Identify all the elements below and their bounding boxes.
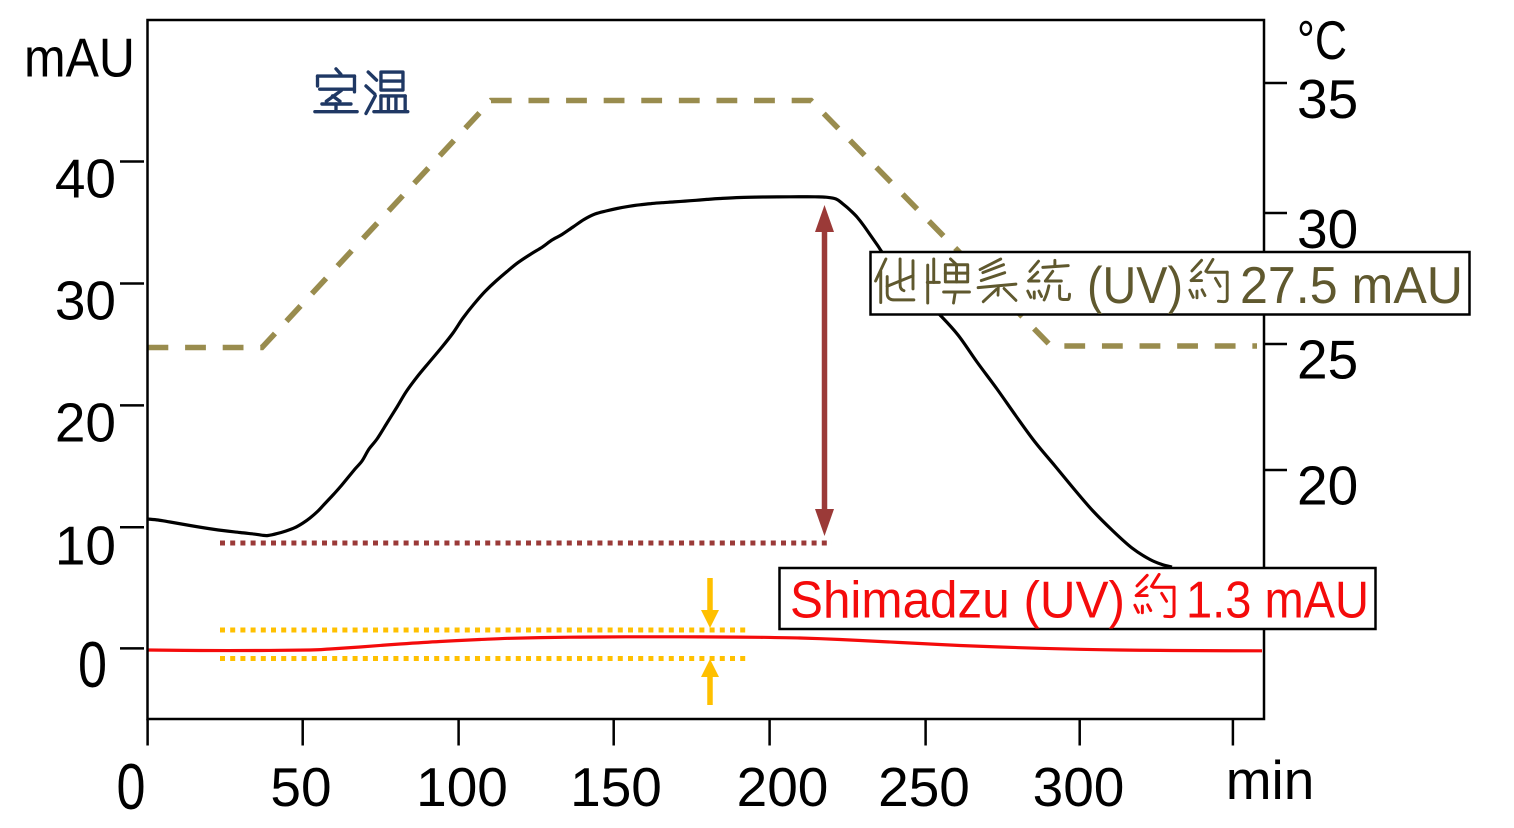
svg-text:30: 30 (55, 270, 116, 332)
svg-text:10: 10 (55, 515, 116, 577)
svg-text:min: min (1226, 749, 1315, 811)
svg-text:Shimadzu (UV): Shimadzu (UV) (790, 572, 1125, 630)
svg-text:(UV): (UV) (1087, 257, 1183, 315)
svg-text:150: 150 (570, 756, 662, 818)
svg-text:20: 20 (55, 392, 116, 454)
svg-text:200: 200 (737, 756, 829, 818)
svg-text:40: 40 (55, 148, 116, 210)
svg-text:35: 35 (1297, 68, 1358, 130)
svg-text:27.5 mAU: 27.5 mAU (1240, 257, 1463, 315)
svg-text:20: 20 (1297, 455, 1358, 517)
svg-text:50: 50 (270, 756, 331, 818)
svg-text:250: 250 (878, 756, 970, 818)
svg-text:0: 0 (78, 628, 107, 701)
svg-text:°C: °C (1297, 9, 1347, 71)
svg-text:1.3 mAU: 1.3 mAU (1186, 572, 1369, 630)
svg-text:100: 100 (416, 756, 508, 818)
svg-text:300: 300 (1033, 756, 1125, 818)
svg-text:30: 30 (1297, 198, 1358, 260)
svg-text:mAU: mAU (24, 27, 135, 89)
svg-text:25: 25 (1297, 329, 1358, 391)
svg-text:0: 0 (117, 750, 146, 823)
